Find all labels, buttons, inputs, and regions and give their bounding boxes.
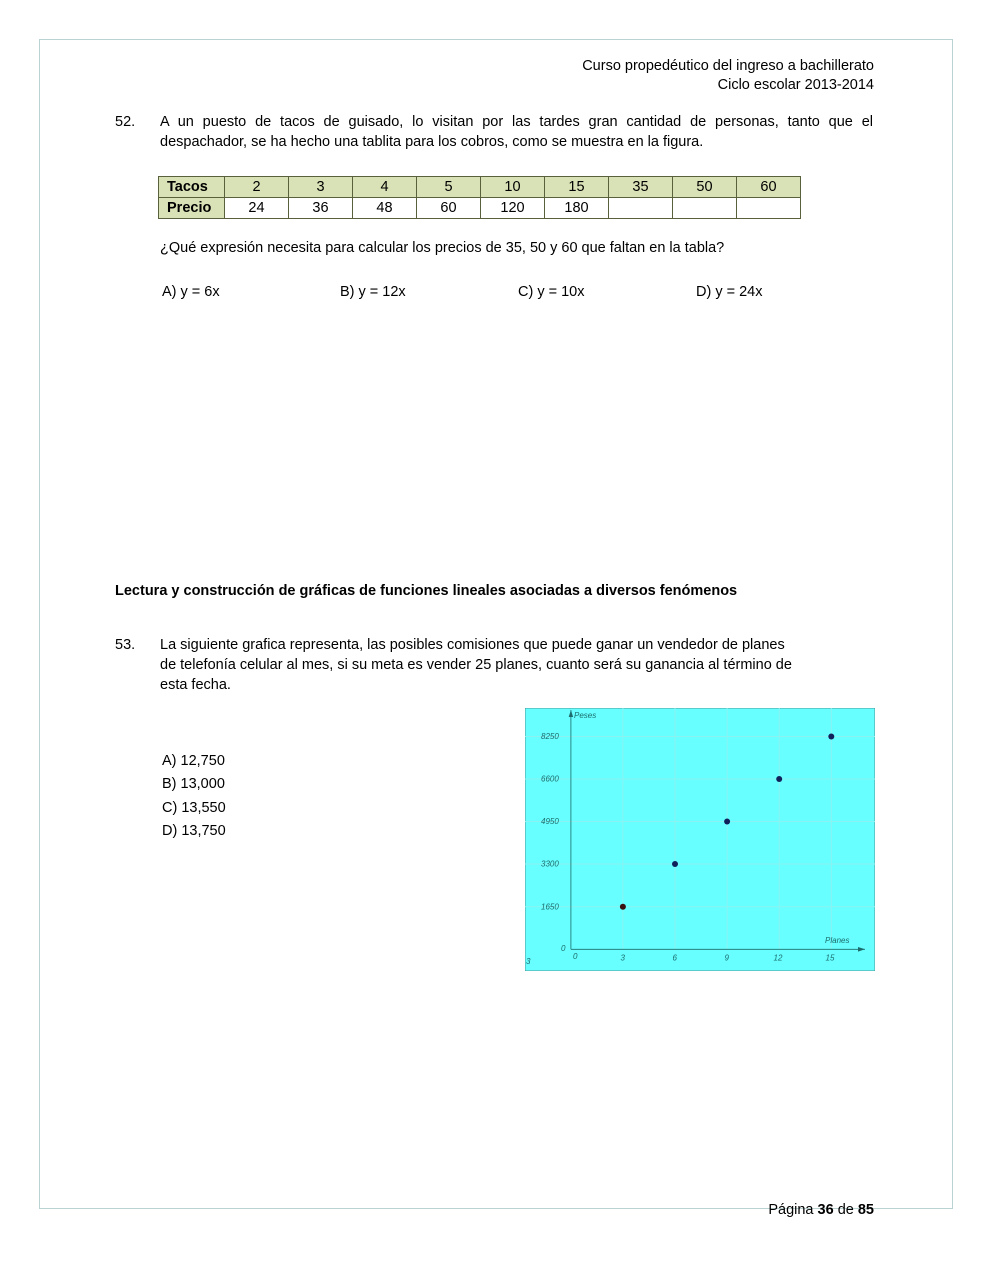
svg-text:Peses: Peses <box>574 711 596 720</box>
svg-text:1650: 1650 <box>541 902 559 911</box>
svg-text:4950: 4950 <box>541 817 559 826</box>
svg-text:3300: 3300 <box>541 860 559 869</box>
svg-text:12: 12 <box>774 954 783 963</box>
svg-text:3: 3 <box>621 954 626 963</box>
svg-text:0: 0 <box>573 952 578 961</box>
svg-text:8250: 8250 <box>541 732 559 741</box>
svg-text:Planes: Planes <box>825 936 849 945</box>
svg-text:0: 0 <box>561 944 566 953</box>
svg-text:15: 15 <box>826 954 835 963</box>
svg-text:9: 9 <box>725 954 730 963</box>
svg-text:3: 3 <box>526 957 531 966</box>
svg-text:6600: 6600 <box>541 775 559 784</box>
svg-text:6: 6 <box>673 954 678 963</box>
